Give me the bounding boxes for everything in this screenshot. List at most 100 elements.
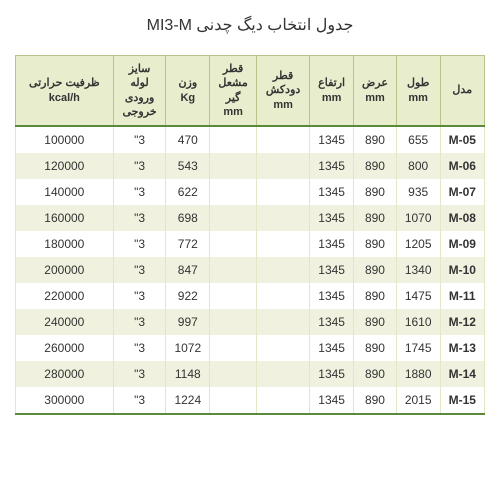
cell-burner	[210, 179, 257, 205]
table-row: M-09120589013457723"180000	[16, 231, 485, 257]
cell-model: M-08	[440, 205, 484, 231]
cell-height: 1345	[310, 257, 354, 283]
cell-burner	[210, 361, 257, 387]
cell-weight: 1224	[166, 387, 210, 414]
col-capacity: ظرفیت حرارتیkcal/h	[16, 56, 114, 127]
cell-height: 1345	[310, 231, 354, 257]
cell-height: 1345	[310, 179, 354, 205]
cell-chimney	[257, 205, 310, 231]
cell-length: 935	[396, 179, 440, 205]
cell-model: M-14	[440, 361, 484, 387]
table-row: M-152015890134512243"300000	[16, 387, 485, 414]
col-weight: وزنKg	[166, 56, 210, 127]
col-width: عرضmm	[354, 56, 397, 127]
cell-length: 800	[396, 153, 440, 179]
cell-chimney	[257, 387, 310, 414]
cell-width: 890	[354, 179, 397, 205]
cell-width: 890	[354, 153, 397, 179]
table-row: M-08107089013456983"160000	[16, 205, 485, 231]
table-row: M-131745890134510723"260000	[16, 335, 485, 361]
cell-burner	[210, 126, 257, 153]
cell-chimney	[257, 126, 310, 153]
cell-pipe: 3"	[113, 231, 166, 257]
cell-capacity: 260000	[16, 335, 114, 361]
cell-burner	[210, 387, 257, 414]
table-header-row: مدل طولmm عرضmm ارتفاعmm قطردودکشmm قطرم…	[16, 56, 485, 127]
col-burner: قطرمشعلگیرmm	[210, 56, 257, 127]
cell-length: 1475	[396, 283, 440, 309]
cell-height: 1345	[310, 387, 354, 414]
cell-chimney	[257, 231, 310, 257]
cell-pipe: 3"	[113, 179, 166, 205]
cell-pipe: 3"	[113, 283, 166, 309]
cell-chimney	[257, 335, 310, 361]
table-row: M-12161089013459973"240000	[16, 309, 485, 335]
page-title: جدول انتخاب دیگ چدنی MI3-M	[15, 15, 485, 35]
cell-weight: 470	[166, 126, 210, 153]
cell-chimney	[257, 153, 310, 179]
cell-chimney	[257, 179, 310, 205]
table-row: M-141880890134511483"280000	[16, 361, 485, 387]
cell-width: 890	[354, 309, 397, 335]
cell-chimney	[257, 361, 310, 387]
cell-length: 1340	[396, 257, 440, 283]
cell-capacity: 140000	[16, 179, 114, 205]
cell-width: 890	[354, 257, 397, 283]
cell-burner	[210, 153, 257, 179]
cell-burner	[210, 335, 257, 361]
cell-capacity: 120000	[16, 153, 114, 179]
cell-height: 1345	[310, 309, 354, 335]
cell-width: 890	[354, 126, 397, 153]
cell-height: 1345	[310, 153, 354, 179]
cell-width: 890	[354, 361, 397, 387]
cell-model: M-11	[440, 283, 484, 309]
cell-weight: 772	[166, 231, 210, 257]
cell-weight: 1072	[166, 335, 210, 361]
cell-pipe: 3"	[113, 361, 166, 387]
cell-capacity: 180000	[16, 231, 114, 257]
cell-height: 1345	[310, 283, 354, 309]
cell-model: M-05	[440, 126, 484, 153]
cell-capacity: 160000	[16, 205, 114, 231]
cell-weight: 698	[166, 205, 210, 231]
spec-table: مدل طولmm عرضmm ارتفاعmm قطردودکشmm قطرم…	[15, 55, 485, 415]
cell-chimney	[257, 257, 310, 283]
cell-burner	[210, 257, 257, 283]
col-pipe: سایزلولهورودیخروجی	[113, 56, 166, 127]
cell-pipe: 3"	[113, 153, 166, 179]
cell-length: 1070	[396, 205, 440, 231]
cell-weight: 1148	[166, 361, 210, 387]
cell-height: 1345	[310, 361, 354, 387]
cell-height: 1345	[310, 205, 354, 231]
cell-width: 890	[354, 205, 397, 231]
cell-weight: 622	[166, 179, 210, 205]
cell-pipe: 3"	[113, 126, 166, 153]
cell-length: 655	[396, 126, 440, 153]
cell-capacity: 220000	[16, 283, 114, 309]
cell-pipe: 3"	[113, 387, 166, 414]
cell-chimney	[257, 309, 310, 335]
cell-burner	[210, 231, 257, 257]
table-row: M-10134089013458473"200000	[16, 257, 485, 283]
cell-pipe: 3"	[113, 257, 166, 283]
cell-model: M-15	[440, 387, 484, 414]
cell-burner	[210, 205, 257, 231]
cell-width: 890	[354, 335, 397, 361]
cell-width: 890	[354, 231, 397, 257]
cell-burner	[210, 283, 257, 309]
cell-model: M-06	[440, 153, 484, 179]
cell-length: 1880	[396, 361, 440, 387]
cell-weight: 922	[166, 283, 210, 309]
col-height: ارتفاعmm	[310, 56, 354, 127]
cell-height: 1345	[310, 126, 354, 153]
cell-weight: 847	[166, 257, 210, 283]
cell-weight: 543	[166, 153, 210, 179]
cell-burner	[210, 309, 257, 335]
cell-chimney	[257, 283, 310, 309]
table-row: M-11147589013459223"220000	[16, 283, 485, 309]
cell-pipe: 3"	[113, 309, 166, 335]
cell-width: 890	[354, 387, 397, 414]
cell-pipe: 3"	[113, 335, 166, 361]
cell-height: 1345	[310, 335, 354, 361]
cell-model: M-09	[440, 231, 484, 257]
